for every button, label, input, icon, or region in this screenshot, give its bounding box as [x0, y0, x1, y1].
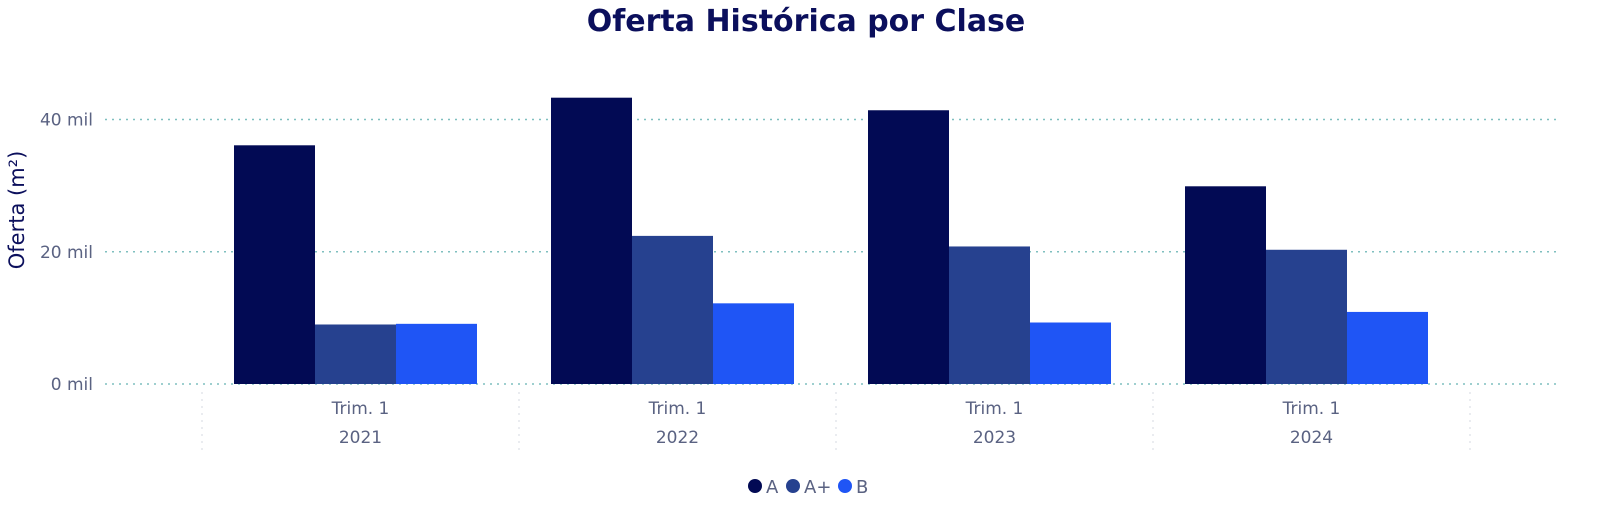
bar-a-plus-2021[interactable] [315, 324, 396, 384]
axis-layer: 0 mil 20 mil 40 mil Trim. 1 2021 Trim. 1 2022 T… [40, 111, 1340, 448]
legend-label: B [856, 477, 868, 498]
x-tick-quarter: Trim. 1 [648, 399, 707, 419]
bar-b-2024[interactable] [1347, 311, 1428, 384]
legend-marker [838, 479, 852, 493]
chart-title: Oferta Histórica por Clase [587, 4, 1026, 39]
legend-item-a-plus[interactable]: A+ [786, 477, 831, 498]
legend-item-b[interactable]: B [838, 477, 868, 498]
bar-a-2023[interactable] [868, 110, 949, 385]
y-tick-label: 20 mil [40, 243, 93, 263]
bar-b-2022[interactable] [713, 303, 794, 384]
x-tick-year: 2023 [973, 428, 1016, 448]
y-axis-label: Oferta (m²) [5, 151, 29, 270]
legend-label: A+ [804, 477, 831, 498]
legend-item-a[interactable]: A [748, 477, 779, 498]
x-tick-quarter: Trim. 1 [965, 399, 1024, 419]
bar-b-2023[interactable] [1030, 322, 1111, 384]
y-tick-label: 40 mil [40, 111, 93, 131]
bar-a-plus-2023[interactable] [949, 246, 1030, 384]
legend-label: A [766, 477, 779, 498]
x-tick-year: 2021 [339, 428, 382, 448]
bar-a-2022[interactable] [551, 97, 632, 385]
x-tick-year: 2024 [1290, 428, 1333, 448]
bar-a-plus-2024[interactable] [1266, 249, 1347, 384]
y-tick-label: 0 mil [51, 375, 93, 395]
legend: A A+ B [748, 477, 868, 498]
x-tick-quarter: Trim. 1 [1282, 399, 1341, 419]
legend-marker [748, 479, 762, 493]
legend-marker [786, 479, 800, 493]
bar-a-plus-2022[interactable] [632, 235, 713, 384]
x-tick-quarter: Trim. 1 [331, 399, 390, 419]
bar-a-2024[interactable] [1185, 186, 1266, 384]
bar-layer [234, 97, 1428, 385]
bar-b-2021[interactable] [396, 323, 477, 384]
x-tick-year: 2022 [656, 428, 699, 448]
bar-a-2021[interactable] [234, 145, 315, 384]
